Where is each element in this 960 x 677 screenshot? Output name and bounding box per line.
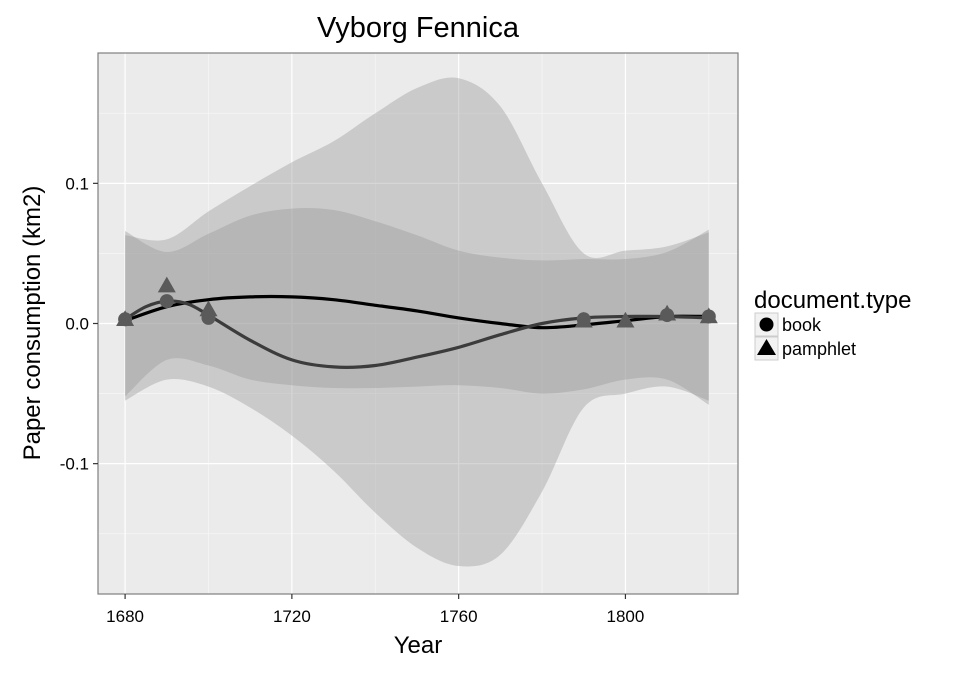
- y-tick-label: -0.1: [60, 455, 89, 474]
- point-pamphlet: [616, 311, 635, 328]
- legend-label-pamphlet: pamphlet: [782, 339, 856, 359]
- point-pamphlet: [658, 304, 677, 321]
- x-tick-label: 1760: [440, 607, 478, 626]
- chart-title: Vyborg Fennica: [317, 12, 520, 44]
- x-tick-label: 1680: [106, 607, 144, 626]
- legend-item-book: book: [754, 312, 822, 337]
- x-axis-title: Year: [394, 632, 443, 659]
- confidence-ribbons: [125, 77, 709, 567]
- y-tick-label: 0.0: [65, 315, 89, 334]
- legend-item-pamphlet: pamphlet: [754, 336, 856, 361]
- point-book: [159, 294, 174, 309]
- y-tick-label: 0.1: [65, 174, 89, 193]
- smooth-line-book: [124, 294, 709, 330]
- confidence-band-pamphlet: [125, 77, 709, 567]
- data-points: [116, 276, 718, 328]
- x-tick-label: 1720: [273, 607, 311, 626]
- point-pamphlet: [574, 311, 593, 328]
- legend-symbol-book: [759, 317, 774, 332]
- y-axis: -0.1 0.0 0.1: [60, 174, 98, 474]
- legend-label-book: book: [782, 315, 822, 335]
- smooth-lines: [124, 294, 709, 369]
- point-pamphlet: [699, 307, 718, 324]
- plot-area: [97, 52, 739, 595]
- x-tick-label: 1800: [607, 607, 645, 626]
- grid: [98, 53, 738, 594]
- point-pamphlet: [157, 276, 176, 293]
- legend: document.type book pamphlet: [754, 287, 911, 361]
- x-axis: 1680 1720 1760 1800: [106, 594, 644, 626]
- confidence-band-book: [125, 208, 709, 405]
- point-pamphlet: [199, 300, 218, 317]
- smooth-line-pamphlet: [124, 299, 709, 369]
- legend-title: document.type: [754, 287, 911, 314]
- y-axis-title: Paper consumption (km2): [19, 186, 46, 461]
- point-pamphlet: [116, 310, 135, 327]
- legend-symbol-pamphlet: [757, 339, 776, 355]
